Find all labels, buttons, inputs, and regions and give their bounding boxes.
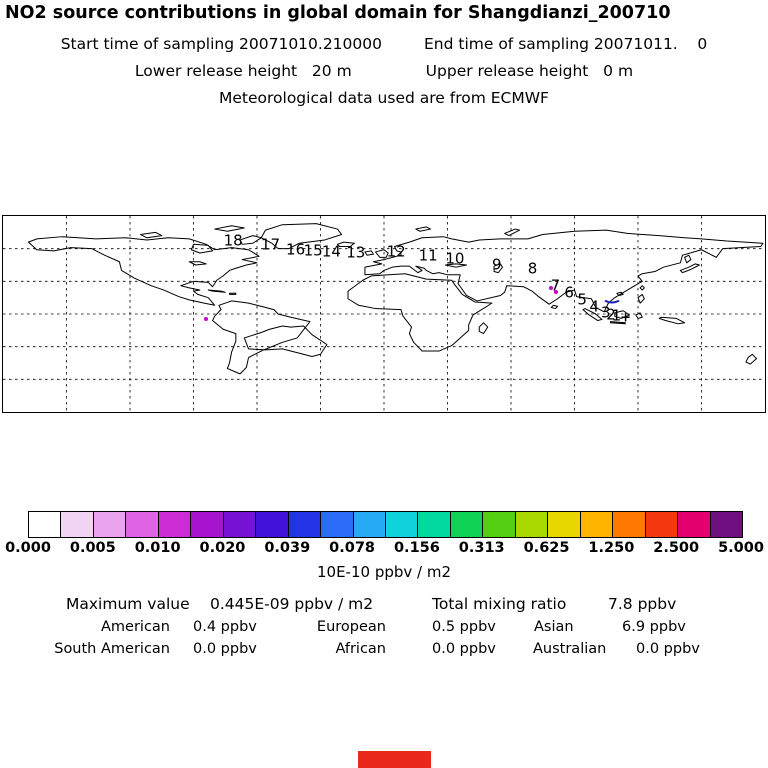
trajectory-hour-10: 10 [445, 249, 465, 268]
region-label-african: African [335, 641, 386, 657]
trajectory-hour-3: 3 [600, 303, 611, 322]
world-map-svg [3, 216, 765, 412]
lower-release-text: Lower release height 20 m [134, 62, 352, 80]
colorbar-segment [93, 512, 127, 537]
footer-red-marker [358, 751, 431, 768]
colorbar-tick-label: 5.000 [718, 540, 764, 556]
colorbar-segment [710, 512, 742, 537]
colorbar [28, 511, 743, 538]
colorbar-segment [483, 512, 516, 537]
trajectory-hour-11: 11 [418, 246, 438, 265]
colorbar-segment [613, 512, 646, 537]
colorbar-segment [645, 512, 679, 537]
region-label-european: European [316, 619, 386, 635]
trajectory-hour-13: 13 [346, 243, 366, 262]
trajectory-hour-8: 8 [527, 259, 538, 278]
colorbar-segment [678, 512, 711, 537]
trajectory-hour-15: 15 [303, 241, 323, 260]
met-data-line: Meteorological data used are from ECMWF [0, 89, 768, 107]
colorbar-segment [256, 512, 289, 537]
region-value-south-american: 0.0 ppbv [193, 641, 257, 657]
colorbar-segment [61, 512, 94, 537]
colorbar-segment [548, 512, 581, 537]
start-time-text: Start time of sampling 20071010.210000 [60, 35, 382, 53]
region-value-american: 0.4 ppbv [193, 619, 257, 635]
plume-dot [548, 285, 553, 290]
colorbar-tick-label: 1.250 [588, 540, 635, 556]
plume-dot [203, 317, 208, 322]
colorbar-tick-label: 0.078 [329, 540, 376, 556]
plume-contour-arc [601, 291, 622, 304]
region-label-australian: Australian [533, 641, 607, 657]
plume-dot [554, 290, 559, 295]
colorbar-tick-label: 0.625 [523, 540, 570, 556]
trajectory-hour-17: 17 [260, 235, 280, 254]
colorbar-segment [288, 512, 322, 537]
colorbar-segment [321, 512, 354, 537]
coastlines-path [28, 224, 762, 374]
sampling-times-line: Start time of sampling 20071010.210000 E… [0, 35, 768, 53]
trajectory-hour-9: 9 [491, 255, 502, 274]
colorbar-tick-label: 0.039 [264, 540, 311, 556]
colorbar-segment [580, 512, 614, 537]
colorbar-tick-label: 2.500 [653, 540, 700, 556]
region-label-south-american: South American [54, 641, 170, 657]
colorbar-tick-label: 0.156 [393, 540, 440, 556]
colorbar-segment [223, 512, 257, 537]
colorbar-tick-row: 0.000 0.005 0.010 0.020 0.039 0.078 0.156 0.313… [5, 540, 764, 558]
total-mixing-ratio-value: 7.8 ppbv [608, 595, 677, 613]
colorbar-segment [191, 512, 224, 537]
colorbar-segment [29, 512, 62, 537]
region-value-asian: 6.9 ppbv [622, 619, 686, 635]
colorbar-tick-label: 0.020 [199, 540, 246, 556]
receptor-site-marker: + [620, 310, 631, 326]
trajectory-hour-12: 12 [386, 242, 406, 261]
colorbar-unit-label: 10E-10 ppbv / m2 [316, 563, 452, 581]
total-mixing-ratio-label: Total mixing ratio [432, 595, 567, 613]
trajectory-hour-4: 4 [589, 297, 600, 316]
trajectory-hour-7: 7 [550, 276, 561, 295]
colorbar-segment [385, 512, 419, 537]
trajectory-hour-14: 14 [321, 242, 341, 261]
trajectory-hour-1: 1 [611, 306, 622, 325]
colorbar-tick-label: 0.005 [69, 540, 116, 556]
world-map-panel: 18 17 16 15 14 13 12 11 10 9 8 7 6 5 4 3 2 1 + [2, 215, 766, 413]
maximum-value-text: 0.445E-09 ppbv / m2 [210, 595, 374, 613]
colorbar-segment [515, 512, 549, 537]
trajectory-hour-18: 18 [223, 231, 243, 250]
trajectory-hour-16: 16 [286, 240, 306, 259]
colorbar-tick-label: 0.000 [5, 540, 51, 556]
region-label-asian: Asian [534, 619, 574, 635]
graticule-grid-lines [3, 216, 765, 412]
trajectory-overlay: 18 17 16 15 14 13 12 11 10 9 8 7 6 5 4 3 2 1 + [3, 216, 765, 412]
trajectory-hour-2: 2 [606, 305, 616, 324]
end-time-text: End time of sampling 20071011. 0 [424, 35, 708, 53]
region-value-european: 0.5 ppbv [432, 619, 496, 635]
colorbar-segment [126, 512, 159, 537]
colorbar-tick-label: 0.010 [134, 540, 181, 556]
colorbar-segment [418, 512, 451, 537]
colorbar-tick-label: 0.313 [458, 540, 505, 556]
met-data-text: Meteorological data used are from ECMWF [219, 89, 549, 107]
region-label-american: American [100, 619, 170, 635]
trajectory-hour-5: 5 [577, 290, 587, 309]
release-heights-line: Lower release height 20 m Upper release … [0, 62, 768, 80]
trajectory-hour-6: 6 [564, 283, 574, 302]
colorbar-segment [450, 512, 484, 537]
maximum-value-label: Maximum value [66, 595, 190, 613]
page-title: NO2 source contributions in global domai… [5, 3, 671, 23]
colorbar-segment [158, 512, 192, 537]
region-value-australian: 0.0 ppbv [636, 641, 700, 657]
region-value-african: 0.0 ppbv [432, 641, 496, 657]
colorbar-segment [353, 512, 386, 537]
upper-release-text: Upper release height 0 m [425, 62, 634, 80]
